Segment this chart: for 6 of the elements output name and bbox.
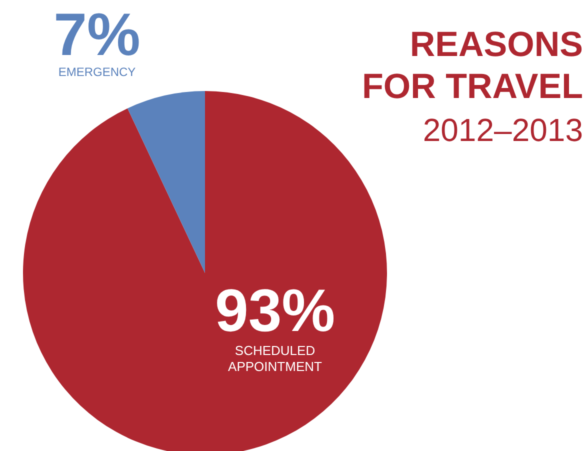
data-label: 7% bbox=[54, 1, 140, 68]
text: 2012–2013 bbox=[422, 111, 583, 150]
slice-label: EMERGENCY bbox=[58, 65, 136, 79]
data-label: 93% bbox=[214, 277, 336, 344]
text: REASONS FOR TRAVEL bbox=[360, 24, 583, 108]
slice-label: SCHEDULED APPOINTMENT bbox=[228, 343, 322, 374]
